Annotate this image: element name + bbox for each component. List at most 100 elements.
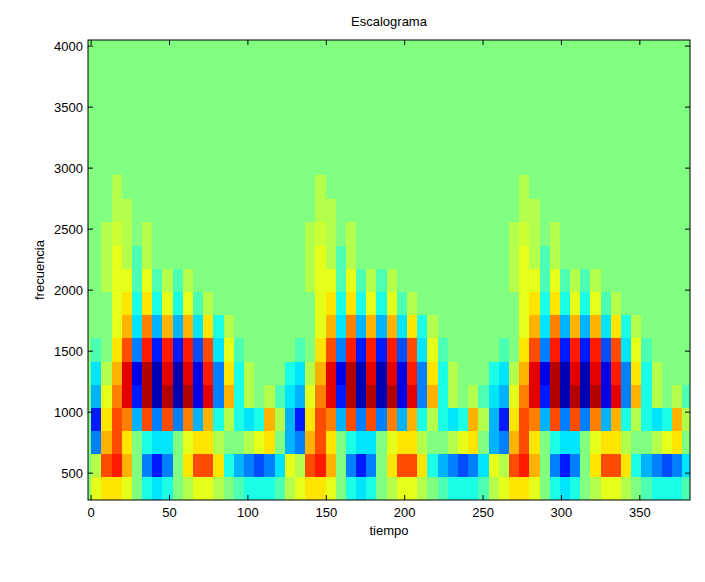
cell bbox=[275, 454, 286, 478]
cell bbox=[427, 477, 438, 500]
cell bbox=[203, 430, 214, 454]
cell bbox=[682, 361, 690, 385]
cell bbox=[590, 454, 601, 478]
cell bbox=[407, 338, 418, 362]
x-tick-top bbox=[247, 40, 248, 45]
cell bbox=[295, 268, 306, 292]
cell bbox=[132, 407, 143, 431]
cell bbox=[234, 361, 245, 385]
cell bbox=[662, 315, 673, 339]
cell bbox=[489, 222, 500, 246]
cell bbox=[91, 454, 102, 478]
cell bbox=[305, 222, 316, 246]
cell bbox=[387, 175, 398, 199]
cell bbox=[509, 315, 520, 339]
cell bbox=[254, 222, 265, 246]
cell bbox=[621, 199, 632, 223]
cell bbox=[326, 477, 337, 500]
cell bbox=[162, 407, 173, 431]
cells bbox=[91, 175, 690, 500]
cell bbox=[183, 454, 194, 478]
cell bbox=[417, 338, 428, 362]
cell bbox=[224, 430, 235, 454]
cell bbox=[101, 430, 112, 454]
cell bbox=[142, 245, 153, 269]
cell bbox=[590, 384, 601, 408]
cell bbox=[234, 384, 245, 408]
y-tick-label: 500 bbox=[61, 466, 83, 481]
cell bbox=[122, 454, 133, 478]
cell bbox=[356, 222, 367, 246]
cell bbox=[458, 477, 469, 500]
cell bbox=[336, 454, 347, 478]
cell bbox=[601, 199, 612, 223]
cell bbox=[499, 291, 510, 315]
cell bbox=[173, 430, 184, 454]
cell bbox=[560, 384, 571, 408]
cell bbox=[448, 291, 459, 315]
cell bbox=[244, 199, 255, 223]
cell bbox=[489, 361, 500, 385]
y-tick bbox=[88, 351, 93, 352]
cell bbox=[631, 338, 642, 362]
cell bbox=[112, 361, 123, 385]
cell bbox=[519, 338, 530, 362]
cell bbox=[397, 222, 408, 246]
cell bbox=[448, 199, 459, 223]
cell bbox=[224, 175, 235, 199]
cell bbox=[438, 199, 449, 223]
cell bbox=[550, 384, 561, 408]
cell bbox=[336, 338, 347, 362]
cell bbox=[641, 222, 652, 246]
cell bbox=[193, 338, 204, 362]
cell bbox=[91, 199, 102, 223]
cell bbox=[458, 268, 469, 292]
cell bbox=[570, 454, 581, 478]
cell bbox=[152, 338, 163, 362]
cell bbox=[397, 175, 408, 199]
y-tick bbox=[88, 229, 93, 230]
cell bbox=[550, 315, 561, 339]
cell bbox=[193, 361, 204, 385]
cell bbox=[468, 384, 479, 408]
cell bbox=[397, 315, 408, 339]
cell bbox=[682, 291, 690, 315]
cell bbox=[458, 175, 469, 199]
cell bbox=[611, 245, 622, 269]
cell bbox=[407, 199, 418, 223]
cell bbox=[376, 199, 387, 223]
cell bbox=[540, 291, 551, 315]
cell bbox=[173, 477, 184, 500]
cell bbox=[387, 199, 398, 223]
cell bbox=[540, 268, 551, 292]
cell bbox=[376, 222, 387, 246]
cell bbox=[152, 199, 163, 223]
cell bbox=[152, 430, 163, 454]
cell bbox=[305, 175, 316, 199]
cell bbox=[448, 430, 459, 454]
cell bbox=[489, 430, 500, 454]
cell bbox=[580, 454, 591, 478]
cell bbox=[346, 175, 357, 199]
cell bbox=[641, 291, 652, 315]
cell bbox=[590, 361, 601, 385]
y-tick-right bbox=[685, 168, 690, 169]
cell bbox=[601, 430, 612, 454]
cell bbox=[101, 477, 112, 500]
cell bbox=[91, 175, 102, 199]
cell bbox=[326, 222, 337, 246]
cell bbox=[540, 407, 551, 431]
cell bbox=[499, 268, 510, 292]
cell bbox=[203, 454, 214, 478]
cell bbox=[285, 407, 296, 431]
x-tick-top bbox=[169, 40, 170, 45]
cell bbox=[499, 338, 510, 362]
cell bbox=[234, 477, 245, 500]
cell bbox=[213, 454, 224, 478]
cell bbox=[356, 199, 367, 223]
cell bbox=[91, 222, 102, 246]
cell bbox=[468, 477, 479, 500]
cell bbox=[173, 222, 184, 246]
cell bbox=[305, 407, 316, 431]
cell bbox=[264, 384, 275, 408]
